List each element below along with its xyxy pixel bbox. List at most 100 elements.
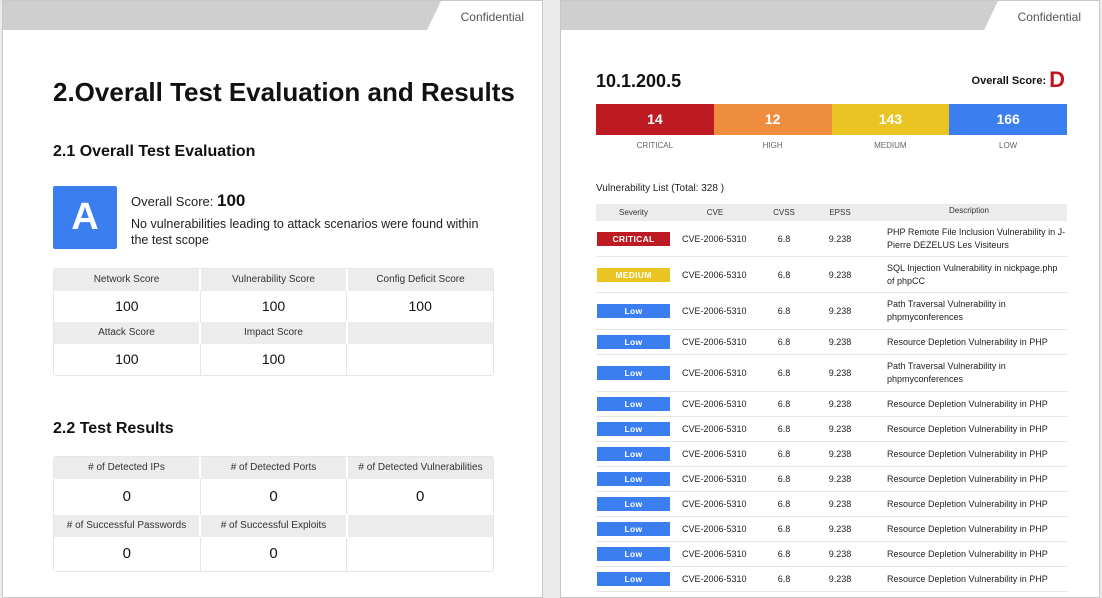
severity-badge: Low (597, 472, 670, 486)
table-row: Low CVE-2006-5310 6.8 9.238 Resource Depleti… (596, 442, 1067, 467)
table-header-cell: Impact Score (199, 322, 346, 344)
table-header-cell: # of Detected IPs (54, 457, 199, 479)
severity-badge: Low (597, 422, 670, 436)
table-row: Low CVE-2006-5310 6.8 9.238 Resource Depleti… (596, 492, 1067, 517)
cvss-cell: 6.8 (777, 399, 791, 409)
table-row: MEDIUM CVE-2006-5310 6.8 9.238 SQL Injection… (596, 257, 1067, 293)
overall-score-value: 100 (216, 191, 246, 210)
description-cell: Resource Depletion Vulnerability in PHP (887, 336, 1048, 347)
table-value-row: 0 0 0 (54, 479, 493, 515)
severity-badge: Low (597, 572, 670, 586)
severity-label-low: LOW (999, 141, 1018, 150)
confidential-label: Confidential (460, 10, 524, 24)
epss-cell: 9.238 (828, 474, 852, 484)
table-header-cell: # of Detected Ports (199, 457, 346, 479)
description-cell: Resource Depletion Vulnerability in PHP (887, 448, 1048, 459)
table-header-cell: # of Detected Vulnerabilities (346, 457, 493, 479)
severity-count-critical: 14 (596, 104, 714, 135)
table-value-cell: 0 (54, 537, 200, 571)
severity-count-low: 166 (949, 104, 1067, 135)
cve-cell: CVE-2006-5310 (682, 499, 747, 509)
cvss-cell: 6.8 (777, 424, 791, 434)
severity-cell: Low (596, 397, 671, 411)
table-value-row: 0 0 (54, 537, 493, 571)
page-header-band: Confidential (3, 1, 542, 30)
severity-badge: Low (597, 397, 670, 411)
overall-score-label: Overall Score: (131, 194, 217, 209)
overall-score-description: No vulnerabilities leading to attack sce… (131, 217, 479, 247)
column-header-cvss: CVSS (773, 208, 795, 217)
vulnerability-table: Severity CVE CVSS EPSS Description CRITI… (596, 204, 1067, 592)
severity-cell: Low (596, 335, 671, 349)
table-row: Low CVE-2006-5310 6.8 9.238 Resource Depleti… (596, 330, 1067, 355)
epss-cell: 9.238 (828, 424, 852, 434)
table-row: Low CVE-2006-5310 6.8 9.238 Resource Depleti… (596, 417, 1067, 442)
table-value-cell (346, 537, 493, 571)
page-header-band: Confidential (561, 1, 1099, 30)
description-cell: Resource Depletion Vulnerability in PHP (887, 573, 1048, 584)
table-value-cell: 100 (54, 291, 200, 322)
vulnerability-table-body: CRITICAL CVE-2006-5310 6.8 9.238 PHP Remote … (596, 221, 1067, 592)
table-value-row: 100 100 (54, 344, 493, 375)
host-ip-address: 10.1.200.5 (596, 71, 682, 91)
cvss-cell: 6.8 (777, 337, 791, 347)
table-row: Low CVE-2006-5310 6.8 9.238 Path Traversal V… (596, 293, 1067, 330)
host-overall-score-label: Overall Score: (971, 75, 1047, 87)
cve-cell: CVE-2006-5310 (682, 306, 747, 316)
section-heading-test-results: 2.2 Test Results (53, 420, 174, 437)
table-row: Low CVE-2006-5310 6.8 9.238 Resource Depleti… (596, 542, 1067, 567)
table-header-row: Network Score Vulnerability Score Config… (54, 269, 493, 291)
table-value-cell: 100 (54, 344, 200, 375)
report-page-host-detail: Confidential 10.1.200.5 Overall Score: D … (560, 0, 1100, 598)
table-header-cell (346, 515, 493, 537)
cve-cell: CVE-2006-5310 (682, 574, 747, 584)
test-results-table: # of Detected IPs # of Detected Ports # … (53, 456, 494, 572)
severity-cell: Low (596, 547, 671, 561)
severity-badge: Low (597, 366, 670, 380)
cvss-cell: 6.8 (777, 449, 791, 459)
severity-labels: CRITICAL HIGH MEDIUM LOW (596, 141, 1067, 150)
table-header-cell: # of Successful Passwords (54, 515, 199, 537)
column-header-cve: CVE (706, 208, 724, 217)
cve-cell: CVE-2006-5310 (682, 524, 747, 534)
cve-cell: CVE-2006-5310 (682, 474, 747, 484)
column-header-epss: EPSS (829, 208, 851, 217)
host-overall-grade: D (1049, 67, 1065, 92)
epss-cell: 9.238 (828, 269, 852, 280)
cvss-cell: 6.8 (777, 524, 791, 534)
cve-cell: CVE-2006-5310 (682, 269, 747, 280)
header-band-shape (3, 1, 441, 30)
table-header-cell: Attack Score (54, 322, 199, 344)
cvss-cell: 6.8 (777, 306, 791, 316)
severity-count-high: 12 (713, 104, 832, 135)
severity-cell: Low (596, 447, 671, 461)
severity-count-medium: 143 (831, 104, 950, 135)
cvss-cell: 6.8 (777, 499, 791, 509)
table-row: Low CVE-2006-5310 6.8 9.238 Path Traversal V… (596, 355, 1067, 392)
cve-cell: CVE-2006-5310 (682, 368, 747, 378)
epss-cell: 9.238 (828, 306, 852, 316)
vulnerability-table-header: Severity CVE CVSS EPSS Description (596, 204, 1067, 221)
cvss-cell: 6.8 (777, 549, 791, 559)
cve-cell: CVE-2006-5310 (682, 399, 747, 409)
grade-badge: A (53, 186, 117, 249)
description-cell: Resource Depletion Vulnerability in PHP (887, 423, 1048, 434)
cvss-cell: 6.8 (777, 474, 791, 484)
severity-cell: Low (596, 472, 671, 486)
severity-badge: Low (597, 447, 670, 461)
table-value-cell: 100 (346, 291, 493, 322)
severity-cell: Low (596, 522, 671, 536)
severity-cell: Low (596, 497, 671, 511)
table-row: Low CVE-2006-5310 6.8 9.238 Resource Depleti… (596, 517, 1067, 542)
table-value-cell: 0 (346, 479, 493, 515)
table-row: Low CVE-2006-5310 6.8 9.238 Resource Depleti… (596, 392, 1067, 417)
table-header-row: Attack Score Impact Score (54, 322, 493, 344)
cve-cell: CVE-2006-5310 (682, 549, 747, 559)
description-cell: SQL Injection Vulnerability in nickpage.… (887, 262, 1058, 286)
table-value-row: 100 100 100 (54, 291, 493, 322)
table-row: Low CVE-2006-5310 6.8 9.238 Resource Depleti… (596, 467, 1067, 492)
table-value-cell: 0 (54, 479, 200, 515)
description-cell: PHP Remote File Inclusion Vulnerability … (887, 226, 1066, 250)
cve-cell: CVE-2006-5310 (682, 424, 747, 434)
report-page-evaluation: Confidential 2.Overall Test Evaluation a… (2, 0, 543, 598)
